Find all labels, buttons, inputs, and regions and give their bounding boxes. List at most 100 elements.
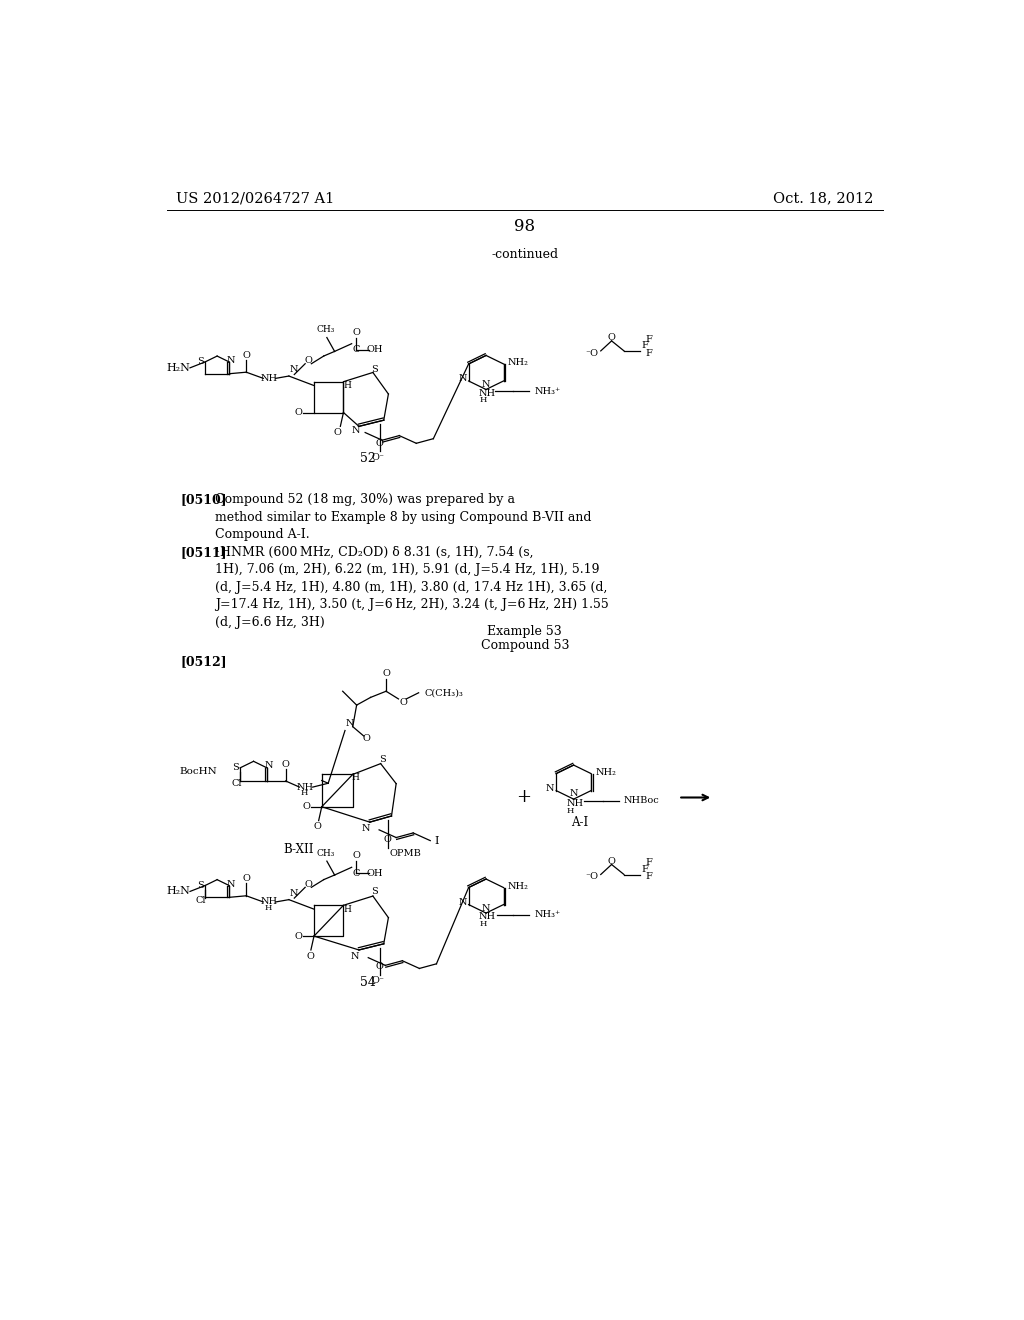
Text: OH: OH (367, 346, 383, 354)
Text: N: N (290, 888, 299, 898)
Text: N: N (345, 719, 354, 729)
Text: S: S (371, 887, 378, 896)
Text: NH: NH (479, 389, 497, 397)
Text: US 2012/0264727 A1: US 2012/0264727 A1 (176, 191, 334, 206)
Text: F: F (641, 341, 648, 350)
Text: F: F (646, 873, 652, 882)
Text: O: O (295, 408, 302, 417)
Text: F: F (646, 858, 652, 867)
Text: S: S (197, 358, 204, 367)
Text: NH: NH (260, 898, 278, 907)
Text: N: N (482, 380, 490, 389)
Text: S: S (379, 755, 386, 763)
Text: O: O (282, 759, 290, 768)
Text: CH₃: CH₃ (316, 849, 335, 858)
Text: ¹HNMR (600 MHz, CD₂OD) δ 8.31 (s, 1H), 7.54 (s,
1H), 7.06 (m, 2H), 6.22 (m, 1H),: ¹HNMR (600 MHz, CD₂OD) δ 8.31 (s, 1H), 7… (215, 545, 608, 628)
Text: O: O (382, 669, 390, 678)
Text: NH₂: NH₂ (508, 882, 528, 891)
Text: O⁻: O⁻ (372, 977, 385, 985)
Text: C: C (352, 346, 360, 354)
Text: CH₃: CH₃ (316, 325, 335, 334)
Text: C: C (352, 869, 360, 878)
Text: Cl: Cl (231, 779, 242, 788)
Text: H: H (479, 396, 486, 404)
Text: N: N (569, 789, 578, 799)
Text: N: N (458, 374, 467, 383)
Text: O: O (302, 803, 310, 812)
Text: NH: NH (296, 783, 313, 792)
Text: BocHN: BocHN (179, 767, 217, 776)
Text: [0512]: [0512] (180, 655, 227, 668)
Text: N: N (226, 879, 234, 888)
Text: H: H (343, 381, 351, 389)
Text: O: O (362, 734, 371, 743)
Text: -continued: -continued (492, 248, 558, 261)
Text: ⁻O: ⁻O (585, 873, 598, 882)
Text: NH₃⁺: NH₃⁺ (535, 909, 560, 919)
Text: Compound 52 (18 mg, 30%) was prepared by a
method similar to Example 8 by using : Compound 52 (18 mg, 30%) was prepared by… (215, 494, 591, 541)
Text: O: O (314, 822, 322, 832)
Text: NHBoc: NHBoc (624, 796, 659, 805)
Text: I: I (435, 836, 439, 846)
Text: [0510]: [0510] (180, 494, 227, 507)
Text: O: O (243, 351, 250, 360)
Text: N: N (290, 366, 299, 375)
Text: H: H (567, 807, 574, 814)
Text: N: N (226, 356, 234, 364)
Text: ⁻O: ⁻O (585, 348, 598, 358)
Text: N: N (351, 952, 359, 961)
Text: F: F (641, 865, 648, 874)
Text: N: N (265, 762, 273, 770)
Text: Oct. 18, 2012: Oct. 18, 2012 (773, 191, 873, 206)
Text: O: O (352, 851, 360, 861)
Text: O: O (352, 327, 360, 337)
Text: O: O (376, 962, 384, 972)
Text: O: O (376, 438, 384, 447)
Text: 54: 54 (360, 975, 376, 989)
Text: O: O (304, 356, 312, 366)
Text: F: F (646, 348, 652, 358)
Text: H₂N: H₂N (166, 363, 190, 372)
Text: OPMB: OPMB (389, 849, 421, 858)
Text: H: H (343, 904, 351, 913)
Text: NH₂: NH₂ (595, 768, 616, 776)
Text: F: F (646, 335, 652, 343)
Text: [0511]: [0511] (180, 545, 227, 558)
Text: 98: 98 (514, 218, 536, 235)
Text: O: O (295, 932, 302, 941)
Text: O: O (304, 879, 312, 888)
Text: N: N (361, 824, 370, 833)
Text: H: H (264, 904, 271, 912)
Text: Compound 53: Compound 53 (480, 639, 569, 652)
Text: O: O (306, 952, 314, 961)
Text: S: S (197, 880, 204, 890)
Text: O: O (243, 874, 250, 883)
Text: NH: NH (260, 374, 278, 383)
Text: +: + (516, 788, 530, 807)
Text: 52: 52 (360, 453, 376, 465)
Text: H: H (352, 774, 359, 781)
Text: H: H (300, 789, 308, 797)
Text: O: O (607, 857, 615, 866)
Text: Cl: Cl (196, 896, 207, 906)
Text: NH: NH (566, 799, 584, 808)
Text: H₂N: H₂N (166, 887, 190, 896)
Text: A-I: A-I (571, 816, 589, 829)
Text: O: O (607, 334, 615, 342)
Text: C(CH₃)₃: C(CH₃)₃ (425, 688, 464, 697)
Text: N: N (351, 426, 360, 436)
Text: N: N (458, 898, 467, 907)
Text: O: O (334, 428, 341, 437)
Text: Example 53: Example 53 (487, 624, 562, 638)
Text: B-XII: B-XII (283, 843, 313, 857)
Text: N: N (482, 904, 490, 913)
Text: NH: NH (479, 912, 497, 921)
Text: O: O (399, 697, 408, 706)
Text: H: H (479, 920, 486, 928)
Text: O: O (384, 834, 391, 843)
Text: N: N (546, 784, 554, 793)
Text: O⁻: O⁻ (372, 453, 385, 462)
Text: S: S (232, 763, 239, 772)
Text: NH₃⁺: NH₃⁺ (535, 387, 560, 396)
Text: NH₂: NH₂ (508, 358, 528, 367)
